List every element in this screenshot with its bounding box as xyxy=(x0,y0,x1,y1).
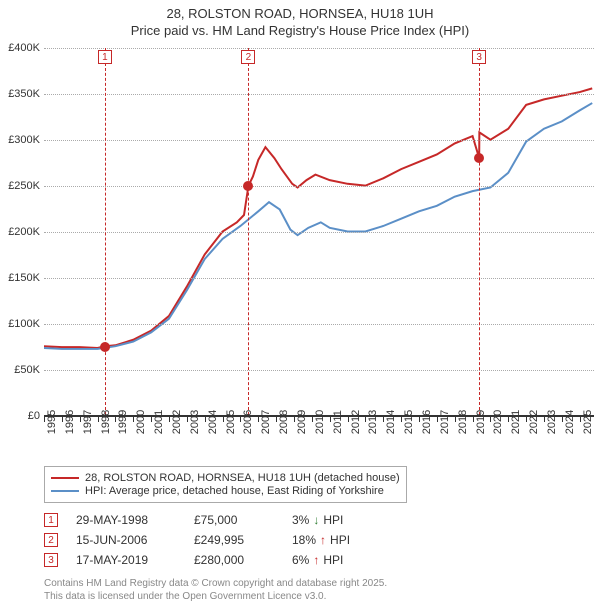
sale-pct: 6% xyxy=(292,553,309,567)
sale-marker: 1 xyxy=(44,513,58,527)
y-gridline xyxy=(44,278,594,279)
legend-row: 28, ROLSTON ROAD, HORNSEA, HU18 1UH (det… xyxy=(51,472,400,484)
x-tick-label: 2006 xyxy=(240,410,254,434)
x-tick-label: 1997 xyxy=(80,410,94,434)
sale-tag: HPI xyxy=(323,553,343,567)
x-tick-label: 2020 xyxy=(490,410,504,434)
legend-label: 28, ROLSTON ROAD, HORNSEA, HU18 1UH (det… xyxy=(85,472,400,484)
sale-price: £249,995 xyxy=(194,533,274,547)
sale-price: £75,000 xyxy=(194,513,274,527)
y-tick-label: £50K xyxy=(0,364,40,376)
x-tick-label: 2025 xyxy=(580,410,594,434)
arrow-icon: ↓ xyxy=(313,513,319,527)
marker-box: 3 xyxy=(472,50,486,64)
x-tick-label: 2019 xyxy=(473,410,487,434)
title-line2: Price paid vs. HM Land Registry's House … xyxy=(8,23,592,38)
y-gridline xyxy=(44,370,594,371)
x-tick-label: 1996 xyxy=(62,410,76,434)
x-tick-label: 2007 xyxy=(258,410,272,434)
legend-row: HPI: Average price, detached house, East… xyxy=(51,485,400,497)
x-tick-label: 2003 xyxy=(187,410,201,434)
x-tick-label: 1999 xyxy=(115,410,129,434)
y-tick-label: £300K xyxy=(0,134,40,146)
x-tick-label: 2021 xyxy=(508,410,522,434)
sale-tag: HPI xyxy=(323,513,343,527)
sale-date: 29-MAY-1998 xyxy=(76,513,176,527)
x-tick-label: 2022 xyxy=(526,410,540,434)
sale-marker: 2 xyxy=(44,533,58,547)
footer-line1: Contains HM Land Registry data © Crown c… xyxy=(44,577,594,590)
sale-dot xyxy=(474,153,484,163)
y-gridline xyxy=(44,140,594,141)
sale-delta: 6% ↑ HPI xyxy=(292,553,343,567)
sale-dot xyxy=(243,181,253,191)
legend-label: HPI: Average price, detached house, East… xyxy=(85,485,384,497)
x-tick-label: 2017 xyxy=(437,410,451,434)
marker-line xyxy=(479,48,480,415)
x-tick-label: 2016 xyxy=(419,410,433,434)
sale-marker: 3 xyxy=(44,553,58,567)
x-tick-label: 2015 xyxy=(401,410,415,434)
x-tick-label: 2012 xyxy=(348,410,362,434)
x-tick-label: 2008 xyxy=(276,410,290,434)
y-tick-label: £200K xyxy=(0,226,40,238)
x-tick-label: 2001 xyxy=(151,410,165,434)
y-gridline xyxy=(44,48,594,49)
sale-delta: 3% ↓ HPI xyxy=(292,513,343,527)
marker-line xyxy=(248,48,249,415)
x-tick-label: 2018 xyxy=(455,410,469,434)
legend-swatch xyxy=(51,490,79,492)
y-tick-label: £100K xyxy=(0,318,40,330)
y-gridline xyxy=(44,324,594,325)
x-tick-label: 2009 xyxy=(294,410,308,434)
x-tick-label: 2014 xyxy=(383,410,397,434)
arrow-icon: ↑ xyxy=(313,553,319,567)
sale-date: 17-MAY-2019 xyxy=(76,553,176,567)
marker-box: 1 xyxy=(98,50,112,64)
marker-line xyxy=(105,48,106,415)
sale-tag: HPI xyxy=(330,533,350,547)
y-gridline xyxy=(44,186,594,187)
x-tick-label: 2000 xyxy=(133,410,147,434)
x-tick-label: 2011 xyxy=(330,410,344,434)
marker-box: 2 xyxy=(241,50,255,64)
x-tick-label: 2013 xyxy=(365,410,379,434)
y-tick-label: £250K xyxy=(0,180,40,192)
sales-table: 1 29-MAY-1998 £75,000 3% ↓ HPI 2 15-JUN-2006 £24… xyxy=(44,513,594,567)
x-tick-label: 2024 xyxy=(562,410,576,434)
sale-row: 2 15-JUN-2006 £249,995 18% ↑ HPI xyxy=(44,533,594,547)
sale-row: 3 17-MAY-2019 £280,000 6% ↑ HPI xyxy=(44,553,594,567)
title-line1: 28, ROLSTON ROAD, HORNSEA, HU18 1UH xyxy=(8,6,592,21)
y-gridline xyxy=(44,232,594,233)
legend: 28, ROLSTON ROAD, HORNSEA, HU18 1UH (det… xyxy=(44,466,407,503)
arrow-icon: ↑ xyxy=(320,533,326,547)
x-tick-label: 2010 xyxy=(312,410,326,434)
x-tick-label: 2005 xyxy=(223,410,237,434)
x-tick-label: 1998 xyxy=(98,410,112,434)
title-block: 28, ROLSTON ROAD, HORNSEA, HU18 1UH Pric… xyxy=(0,0,600,40)
series-property xyxy=(44,88,592,348)
page: 28, ROLSTON ROAD, HORNSEA, HU18 1UH Pric… xyxy=(0,0,600,590)
x-axis: 1995199619971998199920002001200220032004… xyxy=(44,416,594,462)
y-tick-label: £400K xyxy=(0,42,40,54)
legend-swatch xyxy=(51,477,79,479)
sale-dot xyxy=(100,342,110,352)
x-tick-label: 1995 xyxy=(44,410,58,434)
x-tick-label: 2023 xyxy=(544,410,558,434)
y-tick-label: £0 xyxy=(0,410,40,422)
footer: Contains HM Land Registry data © Crown c… xyxy=(44,577,594,603)
sale-row: 1 29-MAY-1998 £75,000 3% ↓ HPI xyxy=(44,513,594,527)
sale-pct: 18% xyxy=(292,533,316,547)
sale-pct: 3% xyxy=(292,513,309,527)
sale-price: £280,000 xyxy=(194,553,274,567)
y-tick-label: £350K xyxy=(0,88,40,100)
x-tick-label: 2004 xyxy=(205,410,219,434)
footer-line2: This data is licensed under the Open Gov… xyxy=(44,590,594,603)
sale-delta: 18% ↑ HPI xyxy=(292,533,350,547)
y-tick-label: £150K xyxy=(0,272,40,284)
sale-date: 15-JUN-2006 xyxy=(76,533,176,547)
y-gridline xyxy=(44,94,594,95)
x-tick-label: 2002 xyxy=(169,410,183,434)
chart-area: £0£50K£100K£150K£200K£250K£300K£350K£400… xyxy=(44,48,594,416)
